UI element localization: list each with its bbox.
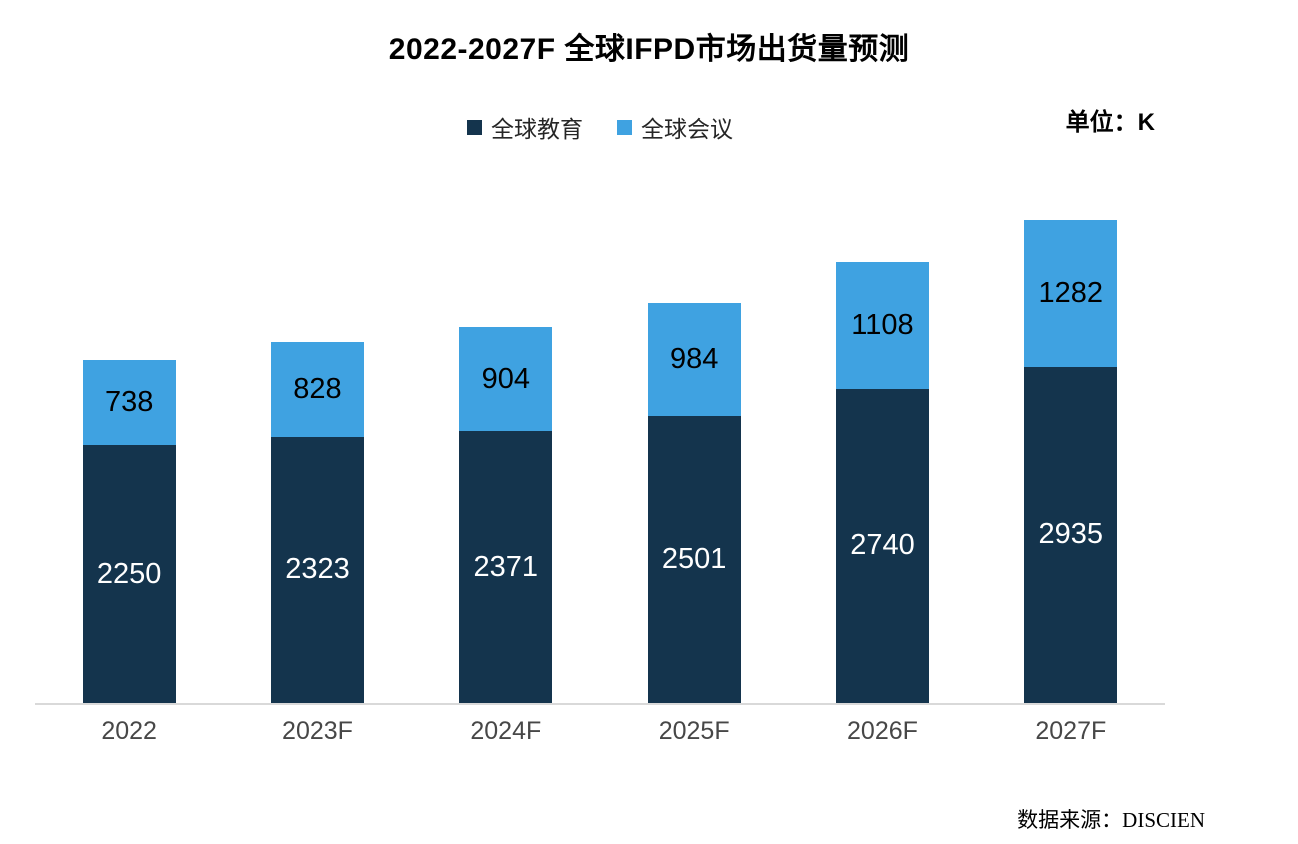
chart-title: 2022-2027F 全球IFPD市场出货量预测	[388, 33, 910, 66]
legend: 全球教育 全球会议	[35, 110, 1165, 144]
legend-label: 全球会议	[641, 116, 733, 142]
stacked-bar-2023F: 828 2323	[270, 341, 364, 703]
bar-segment-全球教育-2024F: 2371	[459, 431, 553, 703]
x-axis-label-2025F: 2025F	[658, 717, 730, 745]
legend-item-meeting: 全球会议	[617, 110, 733, 144]
bar-segment-全球教育-2022: 2250	[82, 445, 176, 703]
bar-column-2026F: 1108 2740	[788, 189, 976, 703]
bar-segment-全球会议-2023F: 828	[270, 341, 364, 437]
bar-segment-全球教育-2026F: 2740	[835, 388, 929, 703]
bar-segment-全球教育-2025F: 2501	[647, 416, 741, 703]
unit-label: 单位：K	[1065, 109, 1155, 136]
x-axis-label-2023F: 2023F	[282, 717, 353, 745]
stacked-bar-2027F: 1282 2935	[1024, 219, 1118, 703]
bar-column-2022: 738 2250	[35, 189, 223, 703]
bar-column-2025F: 984 2501	[600, 189, 788, 703]
x-axis-label-2022: 2022	[101, 717, 157, 745]
bar-segment-全球会议-2024F: 904	[459, 327, 553, 432]
bar-segment-全球会议-2026F: 1108	[835, 261, 929, 389]
x-axis-label-2027F: 2027F	[1035, 717, 1107, 745]
bar-column-2027F: 1282 2935	[977, 189, 1165, 703]
bar-segment-全球会议-2022: 738	[82, 360, 176, 445]
x-axis-label-2026F: 2026F	[847, 717, 918, 745]
bar-segment-全球会议-2025F: 984	[647, 303, 741, 417]
source-note: 数据来源：DISCIEN	[1017, 808, 1205, 832]
plot-area: 738 2250 828 2323 904 2371 984 2501 1108 2740 1282…	[35, 189, 1165, 705]
legend-swatch-icon	[467, 119, 482, 135]
stacked-bar-2022: 738 2250	[82, 360, 176, 703]
bar-segment-全球教育-2027F: 2935	[1024, 366, 1118, 703]
legend-swatch-icon	[617, 119, 632, 135]
bar-segment-全球会议-2027F: 1282	[1024, 219, 1118, 367]
legend-item-education: 全球教育	[467, 110, 583, 144]
x-axis-label-2024F: 2024F	[470, 717, 542, 745]
legend-label: 全球教育	[491, 116, 583, 142]
bar-column-2024F: 904 2371	[412, 189, 600, 703]
x-axis-labels: 2022 2023F 2024F 2025F 2026F 2027F	[35, 717, 1165, 746]
stacked-bar-2025F: 984 2501	[647, 303, 741, 703]
bar-segment-全球教育-2023F: 2323	[270, 436, 364, 703]
stacked-bar-2024F: 904 2371	[459, 327, 553, 703]
stacked-bar-2026F: 1108 2740	[835, 261, 929, 703]
bar-column-2023F: 828 2323	[223, 189, 411, 703]
